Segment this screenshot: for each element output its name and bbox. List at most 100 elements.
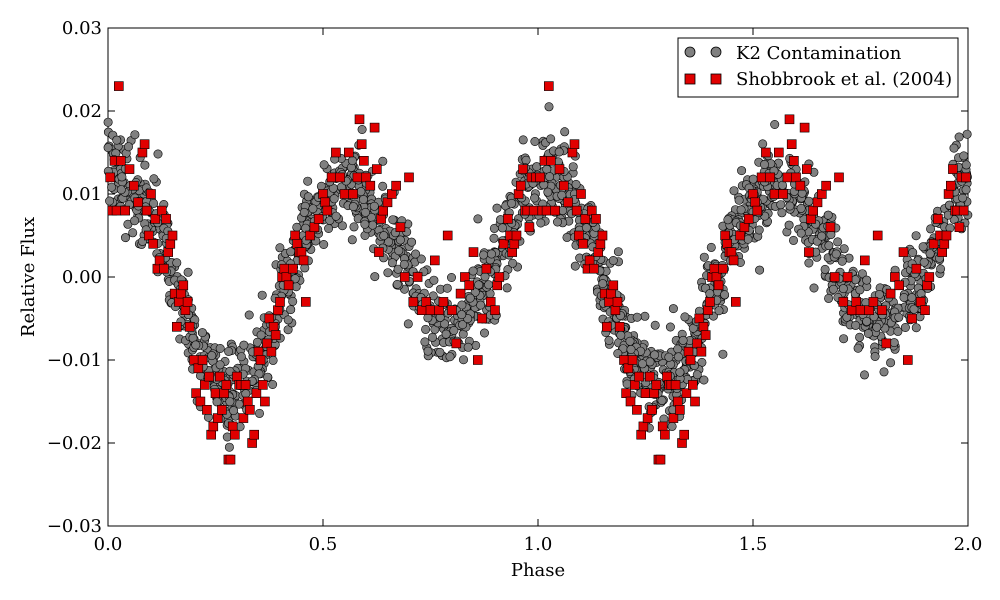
shobbrook-point <box>782 172 793 183</box>
shobbrook-point <box>554 164 565 174</box>
shobbrook-point <box>573 230 584 241</box>
k2-point <box>862 275 872 285</box>
shobbrook-point <box>503 214 513 224</box>
shobbrook-point <box>634 371 644 382</box>
shobbrook-point <box>442 230 453 241</box>
shobbrook-point <box>243 396 253 407</box>
k2-point <box>183 267 193 277</box>
k2-point <box>324 224 334 234</box>
shobbrook-point <box>924 272 935 282</box>
shobbrook-point <box>309 222 320 232</box>
k2-point <box>959 151 969 161</box>
k2-point <box>348 202 358 212</box>
shobbrook-point <box>662 371 672 382</box>
shobbrook-point <box>451 338 462 349</box>
shobbrook-point <box>681 388 692 399</box>
shobbrook-point <box>939 239 950 249</box>
y-tick-label: 0.02 <box>62 101 102 122</box>
shobbrook-point <box>541 205 552 216</box>
shobbrook-point <box>193 363 204 374</box>
k2-point <box>554 147 564 157</box>
k2-point <box>664 352 674 362</box>
k2-point <box>925 249 935 259</box>
shobbrook-point <box>657 421 668 432</box>
shobbrook-point <box>144 230 154 241</box>
shobbrook-point <box>116 156 126 166</box>
shobbrook-point <box>629 380 640 390</box>
k2-point <box>824 293 834 303</box>
k2-point <box>743 234 753 244</box>
shobbrook-point <box>687 380 698 390</box>
shobbrook-point <box>129 180 139 191</box>
k2-point <box>828 284 838 294</box>
shobbrook-point <box>105 172 115 183</box>
k2-point <box>926 224 936 234</box>
shobbrook-point <box>154 255 165 266</box>
shobbrook-point <box>208 421 219 432</box>
shobbrook-point <box>378 205 389 216</box>
shobbrook-point <box>335 172 346 183</box>
shobbrook-point <box>584 255 595 266</box>
shobbrook-point <box>778 189 788 199</box>
k2-point <box>894 312 904 322</box>
shobbrook-point <box>851 297 862 307</box>
k2-point <box>640 311 650 321</box>
shobbrook-point <box>251 388 262 399</box>
k2-point <box>604 335 614 345</box>
shobbrook-point <box>685 355 696 365</box>
x-axis-label: Phase <box>511 560 565 581</box>
shobbrook-point <box>632 404 642 415</box>
k2-point <box>851 320 861 330</box>
legend-k2-marker-1 <box>684 46 696 58</box>
y-tick-label: 0.03 <box>62 18 102 39</box>
y-tick-label: −0.01 <box>47 350 102 371</box>
k2-point <box>420 337 430 347</box>
shobbrook-point <box>825 222 836 232</box>
shobbrook-point <box>660 429 670 440</box>
shobbrook-point <box>563 197 573 208</box>
k2-point <box>598 279 608 289</box>
shobbrook-point <box>374 247 384 257</box>
shobbrook-point <box>240 380 251 390</box>
k2-point <box>863 328 873 338</box>
k2-point <box>427 332 437 342</box>
shobbrook-point <box>649 388 659 399</box>
shobbrook-point <box>133 197 143 208</box>
shobbrook-point <box>730 297 741 307</box>
k2-point <box>423 346 433 356</box>
k2-point <box>626 344 636 354</box>
shobbrook-point <box>621 388 631 399</box>
k2-point <box>368 220 378 230</box>
shobbrook-point <box>178 280 189 291</box>
k2-point <box>479 328 489 338</box>
shobbrook-point <box>399 272 410 282</box>
k2-point <box>536 218 546 228</box>
shobbrook-point <box>773 147 784 158</box>
k2-point <box>817 231 827 241</box>
shobbrook-point <box>847 305 857 316</box>
y-tick-label: −0.02 <box>47 433 102 454</box>
legend-shob-marker-1 <box>684 73 696 85</box>
k2-point <box>116 185 126 195</box>
shobbrook-point <box>511 230 522 241</box>
shobbrook-point <box>915 297 926 307</box>
k2-point <box>347 235 357 245</box>
k2-point <box>723 215 733 225</box>
k2-point <box>734 195 744 205</box>
shobbrook-point <box>200 380 210 390</box>
k2-point <box>616 330 626 340</box>
k2-point <box>777 208 787 218</box>
shobbrook-point <box>799 122 810 133</box>
shobbrook-point <box>735 230 745 241</box>
k2-point <box>463 342 473 352</box>
shobbrook-point <box>911 263 922 274</box>
k2-point <box>532 162 542 172</box>
shobbrook-point <box>769 189 780 199</box>
shobbrook-point <box>842 272 853 282</box>
k2-point <box>255 408 265 418</box>
k2-point <box>191 340 201 350</box>
k2-point <box>215 343 225 353</box>
k2-point <box>480 272 490 282</box>
shobbrook-point <box>937 247 948 257</box>
